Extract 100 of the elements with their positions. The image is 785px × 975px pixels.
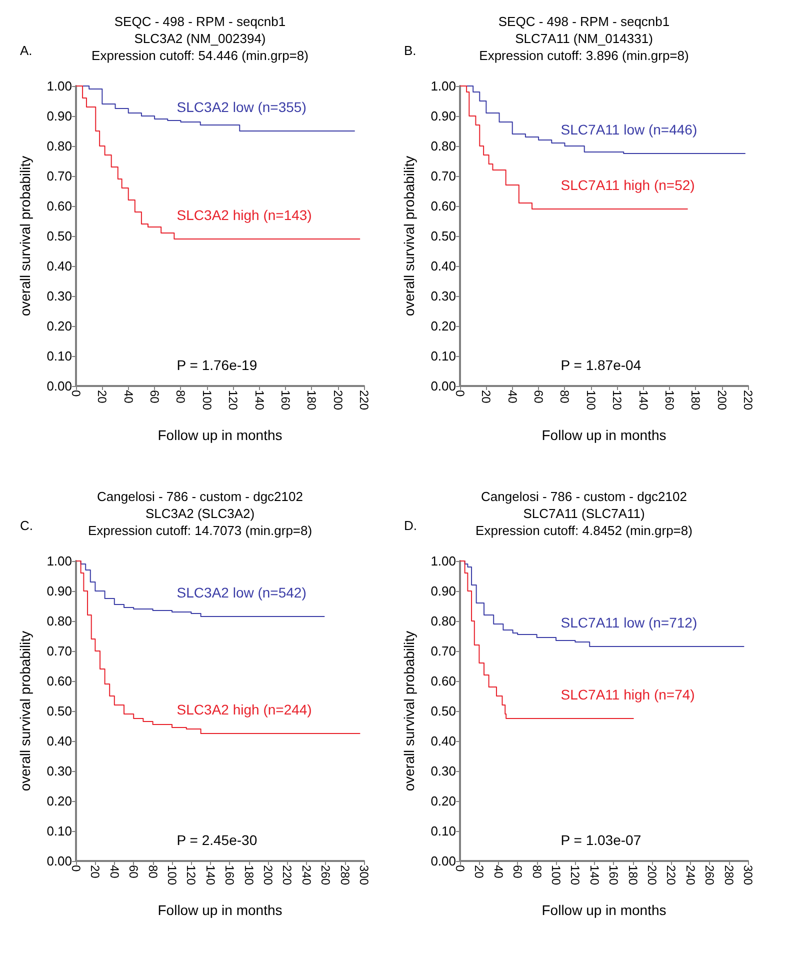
x-tick-label: 20	[88, 865, 102, 879]
x-tick-label: 220	[357, 390, 371, 410]
y-axis-title: overall survival probability	[17, 156, 33, 316]
x-tick-label: 280	[338, 865, 352, 886]
y-tick-label: 0.80	[46, 614, 72, 628]
x-tick-label: 140	[636, 390, 650, 410]
series-label: SLC3A2 low (n=542)	[176, 584, 306, 600]
x-tick-label: 180	[688, 390, 703, 410]
x-tick-label: 260	[702, 865, 717, 886]
x-axis-title: Follow up in months	[158, 427, 282, 443]
x-tick-label: 140	[203, 865, 218, 886]
y-tick-label: 0.70	[46, 644, 72, 658]
x-tick-label: 0	[69, 865, 83, 872]
annotation: P = 1.87e-04	[560, 357, 642, 373]
x-tick-label: 60	[510, 865, 525, 879]
y-tick-label: 0.60	[430, 674, 456, 688]
y-tick-label: 0.00	[46, 378, 72, 394]
y-tick-label: 0.60	[430, 198, 456, 214]
chart-title: Cangelosi - 786 - custom - dgc2102	[97, 489, 303, 504]
x-tick-label: 60	[126, 865, 141, 879]
series-label: SLC3A2 low (n=355)	[176, 99, 306, 115]
y-tick-label: 1.00	[430, 78, 456, 94]
y-tick-label: 0.30	[46, 288, 72, 304]
series-label: SLC7A11 low (n=446)	[560, 122, 698, 138]
y-tick-label: 1.00	[46, 78, 72, 94]
y-tick-label: 0.30	[430, 288, 456, 304]
series-label: SLC3A2 high (n=244)	[176, 702, 312, 718]
x-tick-label: 120	[184, 865, 198, 886]
y-tick-label: 0.20	[46, 794, 72, 808]
y-tick-label: 0.10	[46, 348, 72, 364]
chart-subtitle: SLC7A11 (SLC7A11) Expression cutoff: 4.8452 (min.grp=8)	[476, 506, 692, 538]
y-tick-label: 1.00	[430, 554, 456, 568]
text: B.	[404, 43, 416, 58]
x-tick-label: 100	[584, 390, 598, 410]
x-tick-label: 100	[549, 865, 563, 886]
x-tick-label: 160	[222, 865, 237, 886]
x-tick-label: 20	[95, 390, 110, 404]
x-tick-label: 220	[664, 865, 678, 886]
x-tick-label: 40	[505, 390, 520, 404]
y-tick-label: 0.30	[46, 764, 72, 778]
annotation: P = 1.03e-07	[560, 832, 642, 848]
y-tick-label: 0.60	[46, 674, 72, 688]
y-tick-label: 0.60	[46, 198, 72, 214]
text: D.	[404, 518, 417, 533]
y-tick-label: 0.80	[430, 138, 456, 154]
y-tick-label: 0.50	[430, 228, 456, 244]
y-tick-label: 0.90	[430, 584, 456, 598]
y-tick-label: 0.90	[46, 584, 72, 598]
y-axis-title: overall survival probability	[401, 156, 417, 316]
x-tick-label: 20	[479, 390, 494, 404]
y-tick-label: 0.40	[430, 734, 456, 748]
x-tick-label: 120	[226, 390, 240, 410]
x-tick-label: 160	[606, 865, 621, 886]
x-tick-label: 0	[69, 390, 83, 397]
x-tick-label: 140	[587, 865, 602, 886]
x-tick-label: 60	[148, 390, 162, 404]
x-tick-label: 260	[318, 865, 333, 886]
x-tick-label: 300	[357, 865, 371, 886]
chart-title: Cangelosi - 786 - custom - dgc2102	[481, 489, 687, 504]
x-axis-title: Follow up in months	[542, 427, 666, 443]
x-tick-label: 220	[741, 390, 755, 410]
text: C.	[20, 518, 33, 533]
x-tick-label: 240	[683, 865, 698, 886]
y-tick-label: 1.00	[46, 554, 72, 568]
y-tick-label: 0.20	[46, 318, 72, 334]
annotation: P = 1.76e-19	[176, 357, 258, 373]
y-tick-label: 0.10	[430, 348, 456, 364]
x-tick-label: 60	[532, 390, 546, 404]
chart-title: SEQC - 498 - RPM - seqcnb1	[498, 14, 670, 29]
y-tick-label: 0.40	[46, 734, 72, 748]
y-tick-label: 0.50	[430, 704, 456, 718]
y-tick-label: 0.80	[46, 138, 72, 154]
x-tick-label: 160	[278, 390, 292, 410]
x-tick-label: 300	[741, 865, 755, 886]
x-tick-label: 200	[330, 390, 345, 410]
x-tick-label: 100	[165, 865, 179, 886]
chart-title: SEQC - 498 - RPM - seqcnb1	[114, 14, 286, 29]
y-tick-label: 0.10	[430, 824, 456, 838]
y-tick-label: 0.90	[430, 108, 456, 124]
y-tick-label: 0.00	[430, 378, 456, 394]
x-axis-title: Follow up in months	[542, 902, 666, 918]
x-tick-label: 80	[146, 865, 160, 879]
y-tick-label: 0.50	[46, 228, 72, 244]
x-tick-label: 0	[453, 865, 467, 872]
y-tick-label: 0.90	[46, 108, 72, 124]
x-axis-title: Follow up in months	[158, 902, 282, 918]
annotation: P = 2.45e-30	[176, 832, 258, 848]
x-tick-label: 100	[200, 390, 214, 410]
x-tick-label: 280	[722, 865, 736, 886]
y-tick-label: 0.80	[430, 614, 456, 628]
y-tick-label: 0.70	[430, 168, 456, 184]
x-tick-label: 80	[558, 390, 572, 404]
y-tick-label: 0.70	[430, 644, 456, 658]
x-tick-label: 180	[626, 865, 640, 886]
x-tick-label: 40	[491, 865, 506, 879]
x-tick-label: 40	[121, 390, 136, 404]
x-tick-label: 0	[453, 390, 467, 397]
chart-subtitle: SLC3A2 (NM_002394) Expression cutoff: 54.446 (min.grp=8)	[92, 31, 308, 63]
series-label: SLC3A2 high (n=143)	[176, 207, 312, 223]
x-tick-label: 200	[645, 865, 659, 886]
